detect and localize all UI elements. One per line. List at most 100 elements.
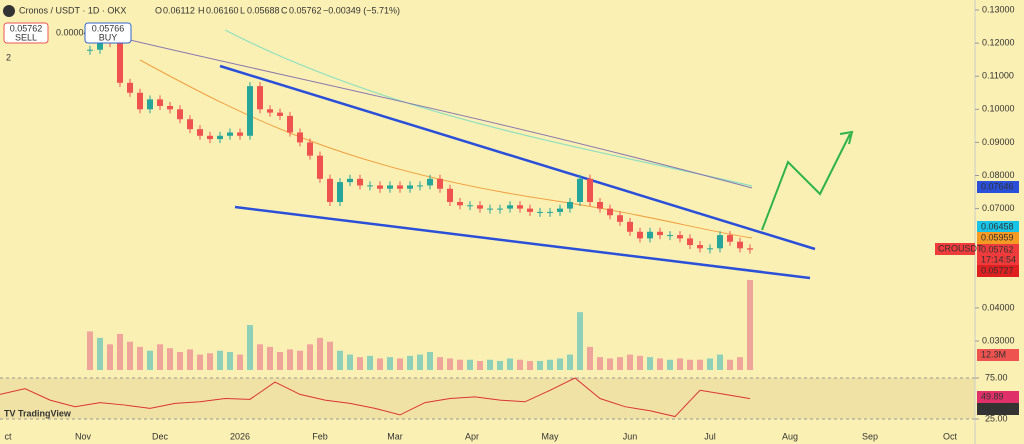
volume-bar xyxy=(257,344,263,370)
buy-price[interactable]: 0.05766 xyxy=(92,23,125,33)
volume-bar xyxy=(517,359,523,370)
volume-bar xyxy=(227,352,233,370)
volume-bar xyxy=(387,357,393,370)
volume-bar xyxy=(447,358,453,370)
candle xyxy=(367,185,373,187)
candle xyxy=(307,142,313,156)
ohlc-h: H xyxy=(198,5,205,15)
volume-bar xyxy=(297,350,303,370)
candle xyxy=(677,235,683,239)
volume-bar xyxy=(677,358,683,370)
ohlc-c-value: 0.05762 xyxy=(289,5,322,15)
price-tick-label: 0.10000 xyxy=(982,104,1015,114)
volume-bar xyxy=(657,358,663,370)
candle xyxy=(607,208,613,216)
volume-bar xyxy=(547,359,553,370)
price-tick-label: 0.07000 xyxy=(982,203,1015,213)
time-label: Jun xyxy=(623,431,638,441)
volume-bar xyxy=(117,334,123,370)
tag-rsi-ma: 46.45 xyxy=(981,403,1004,413)
volume-bar xyxy=(347,354,353,370)
candle xyxy=(477,205,483,209)
candle xyxy=(707,248,713,250)
indicators-toggle[interactable]: 2 xyxy=(6,52,11,62)
candle xyxy=(137,92,143,110)
volume-bar xyxy=(167,348,173,370)
ohlc-h-value: 0.06160 xyxy=(206,5,239,15)
candle xyxy=(667,235,673,237)
volume-bar xyxy=(177,352,183,370)
volume-bar xyxy=(587,346,593,370)
candle xyxy=(377,185,383,189)
volume-bar xyxy=(187,349,193,370)
volume-bar xyxy=(147,350,153,370)
candle xyxy=(497,208,503,210)
candle xyxy=(177,109,183,120)
volume-bar xyxy=(247,325,253,370)
volume-bar xyxy=(317,337,323,370)
time-label: Mar xyxy=(387,431,403,441)
ma-slow-line xyxy=(129,39,753,189)
volume-bar xyxy=(467,359,473,370)
trendline-upper xyxy=(219,64,816,251)
candle xyxy=(127,82,133,93)
volume-bar xyxy=(717,354,723,370)
time-label: Nov xyxy=(75,431,92,441)
volume-bar xyxy=(647,357,653,370)
tag-ma-fast-bg xyxy=(977,232,1019,244)
volume-bar xyxy=(267,346,273,370)
volume-bar xyxy=(207,353,213,370)
candle xyxy=(427,178,433,186)
candle xyxy=(87,49,93,51)
volume-bar xyxy=(667,359,673,370)
volume-bar xyxy=(87,331,93,370)
buy-label[interactable]: BUY xyxy=(99,32,118,42)
sell-button[interactable] xyxy=(3,22,49,44)
tag-last: 0.05762 xyxy=(981,244,1014,254)
time-label: Feb xyxy=(312,431,328,441)
candle xyxy=(447,188,453,202)
price-tick-label: 0.04000 xyxy=(982,302,1015,312)
tag-ma-mid: 0.06458 xyxy=(981,221,1014,231)
volume-bar xyxy=(407,355,413,370)
buy-button[interactable] xyxy=(84,22,132,44)
candle xyxy=(737,241,743,249)
volume-bar xyxy=(687,359,693,370)
tag-symbol: CROUSDT xyxy=(938,243,983,253)
candle xyxy=(327,178,333,202)
sell-price[interactable]: 0.05762 xyxy=(10,23,43,33)
tag-rsi-ma-bg xyxy=(977,403,1019,415)
sell-label[interactable]: SELL xyxy=(15,32,37,42)
volume-bar xyxy=(137,346,143,370)
ohlc-c: C xyxy=(281,5,288,15)
volume-bar xyxy=(697,359,703,370)
volume-bar xyxy=(537,361,543,370)
price-tick-label: 0.08000 xyxy=(982,170,1015,180)
tag-rsi-bg xyxy=(977,391,1019,403)
time-label: Aug xyxy=(782,431,798,441)
candle xyxy=(337,182,343,202)
volume-bar xyxy=(427,352,433,370)
projection-arrow xyxy=(761,130,854,231)
candle xyxy=(637,231,643,239)
volume-bar xyxy=(557,358,563,370)
candle xyxy=(717,235,723,249)
candle xyxy=(627,221,633,232)
candle xyxy=(197,129,203,136)
volume-bar xyxy=(307,344,313,370)
volume-bar xyxy=(617,357,623,370)
candle xyxy=(577,178,583,202)
candle xyxy=(227,132,233,136)
candle xyxy=(217,135,223,140)
ma-fast-line xyxy=(224,29,753,187)
candle xyxy=(747,248,753,250)
volume-bar xyxy=(737,357,743,370)
volume-bar xyxy=(437,357,443,370)
tag-ma-fast: 0.05959 xyxy=(981,232,1014,242)
candle xyxy=(647,231,653,239)
candle xyxy=(287,115,293,133)
ohlc-o-value: 0.06112 xyxy=(163,5,195,15)
volume-bar xyxy=(367,355,373,370)
candle xyxy=(387,185,393,189)
